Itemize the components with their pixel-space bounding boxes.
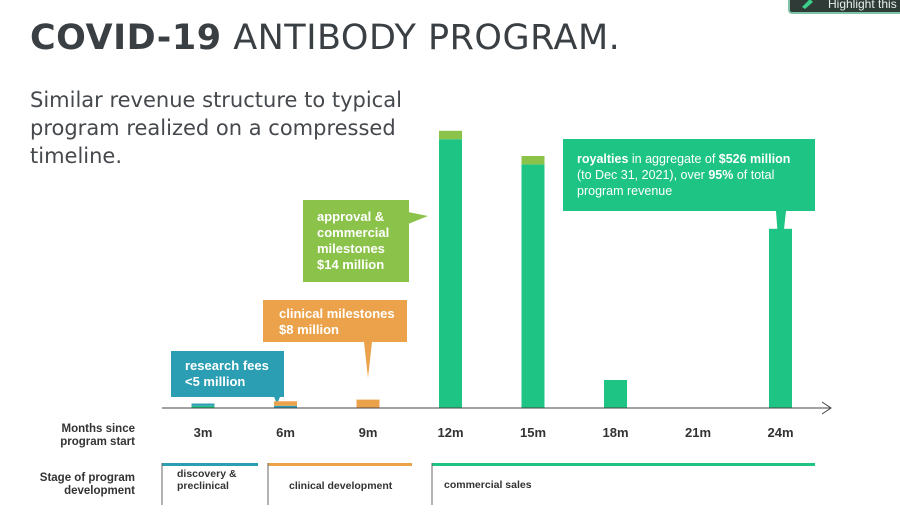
tick-label-3m: 3m bbox=[193, 425, 213, 440]
bar-12m-approval-commercial-milestones bbox=[439, 130, 462, 140]
page-title: COVID-19 ANTIBODY PROGRAM. bbox=[30, 18, 620, 58]
stage-clinical: clinical development bbox=[289, 480, 393, 492]
bar-3m-research-fees bbox=[191, 403, 215, 406]
stage-discovery: discovery & preclinical bbox=[177, 468, 237, 492]
bar-24m-royalties bbox=[769, 228, 792, 408]
royalty-bold1: royalties bbox=[577, 152, 629, 166]
stage-bar-1 bbox=[268, 463, 412, 466]
royalty-bold3: 95% bbox=[708, 168, 734, 182]
callout-clinical-amount: $8 million bbox=[279, 322, 339, 337]
title-rest: ANTIBODY PROGRAM. bbox=[233, 18, 621, 58]
callout-royalties: royalties in aggregate of $526 million (… bbox=[563, 139, 815, 211]
highlighter-icon bbox=[802, 0, 813, 9]
stage-bar-2 bbox=[432, 463, 815, 466]
stage-bar-0 bbox=[162, 463, 258, 466]
tick-label-18m: 18m bbox=[602, 425, 629, 440]
royalty-text2: (to Dec 31, 2021), over bbox=[577, 168, 709, 182]
callout-approval-amount: $14 million bbox=[317, 257, 385, 272]
callout-clinical-label: clinical milestones bbox=[279, 306, 395, 321]
callout-clinical-milestones: clinical milestones $8 million bbox=[263, 300, 407, 342]
royalty-text1: in aggregate of bbox=[628, 152, 719, 166]
bar-12m-royalties bbox=[439, 139, 462, 408]
callout-approval-milestones: approval & commercial milestones $14 mil… bbox=[303, 200, 409, 282]
highlight-button-label: Highlight this bbox=[828, 0, 897, 11]
callout-research-label: research fees bbox=[185, 358, 269, 373]
x-axis-arrow bbox=[821, 401, 832, 415]
callout-research-amount: <5 million bbox=[185, 374, 246, 389]
royalty-text3: of total program revenue bbox=[577, 168, 775, 198]
callout-approval-label: approval & commercial milestones bbox=[317, 209, 390, 256]
highlight-button[interactable]: Highlight this bbox=[788, 0, 900, 14]
tick-label-9m: 9m bbox=[358, 425, 378, 440]
tick-label-6m: 6m bbox=[276, 425, 295, 440]
callout-research-fees: research fees <5 million bbox=[171, 351, 284, 397]
tick-label-12m: 12m bbox=[437, 425, 464, 440]
page-subtitle: Similar revenue structure to typical pro… bbox=[30, 88, 402, 168]
bar-6m-research-fees bbox=[274, 405, 297, 408]
pointer-approval bbox=[408, 212, 428, 224]
stage-commercial: commercial sales bbox=[444, 479, 532, 491]
tick-label-21m: 21m bbox=[684, 425, 712, 440]
bar-18m-royalties bbox=[604, 380, 627, 408]
bar-15m-royalties bbox=[521, 164, 545, 408]
row-label-months: Months since program start bbox=[60, 423, 135, 448]
royalty-bold2: $526 million bbox=[718, 152, 791, 166]
bar-3m-royalties bbox=[191, 405, 215, 408]
row-label-stage: Stage of program development bbox=[39, 472, 135, 497]
tick-label-24m: 24m bbox=[767, 425, 794, 440]
bar-6m-clinical-milestones bbox=[274, 401, 297, 406]
pointer-clinical bbox=[364, 342, 372, 378]
tick-label-15m: 15m bbox=[519, 425, 547, 440]
bar-15m-approval-commercial-milestones bbox=[521, 156, 545, 165]
bar-9m-clinical-milestones bbox=[356, 399, 380, 408]
title-bold: COVID-19 bbox=[30, 18, 222, 58]
